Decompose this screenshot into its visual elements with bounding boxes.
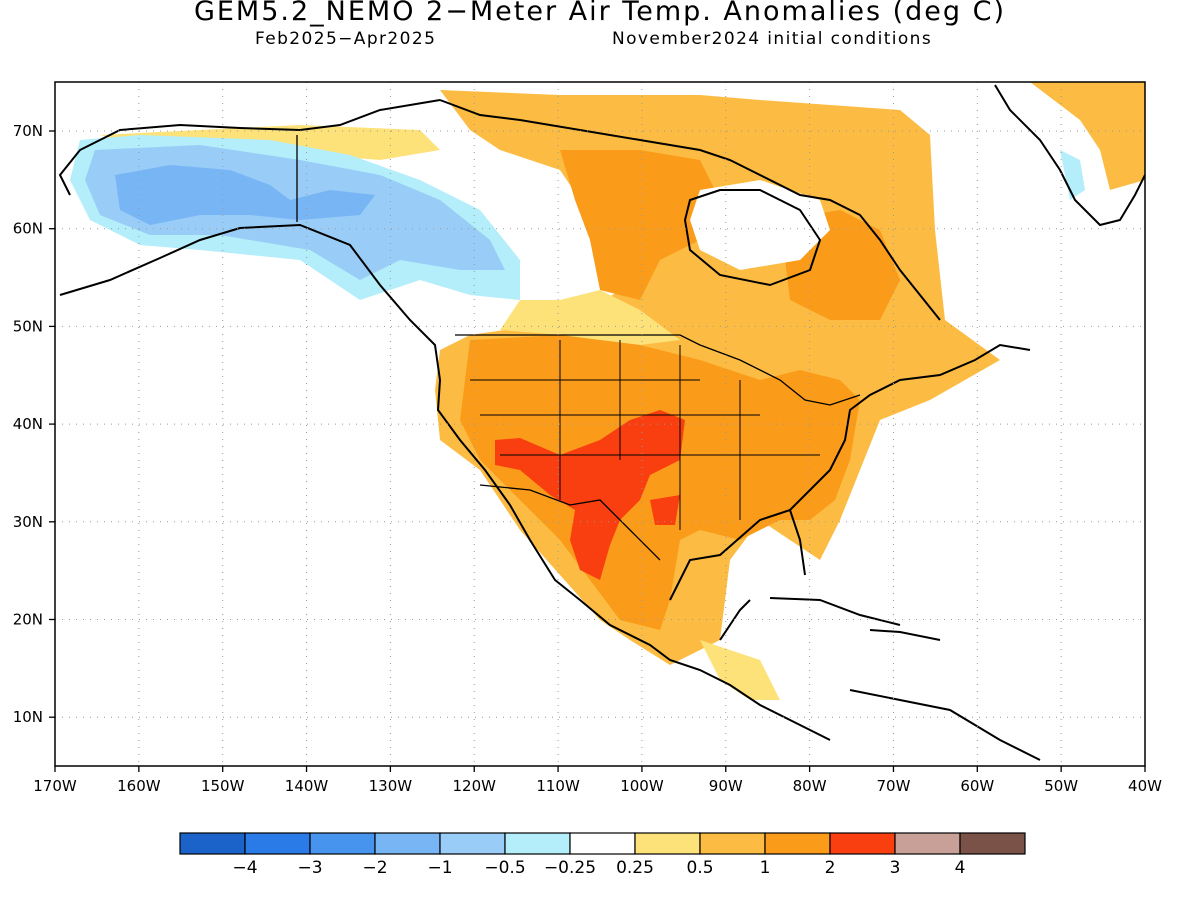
lon-tick-label: 110W: [536, 777, 580, 795]
lat-tick-label: 70N: [13, 122, 43, 140]
lon-tick-label: 120W: [452, 777, 496, 795]
colorbar-swatch: [439, 832, 506, 855]
lat-tick-label: 60N: [13, 220, 43, 238]
colorbar-swatch: [569, 832, 636, 855]
coastline-hudson-bay: [683, 189, 822, 287]
coastline-north-america: [58, 99, 1031, 741]
colorbar-label: −0.5: [484, 858, 525, 878]
lat-tick-label: 10N: [13, 708, 43, 726]
lon-tick-label: 100W: [620, 777, 664, 795]
colorbar-swatch: [504, 832, 571, 855]
anomaly-region-2-3-b: [650, 495, 680, 525]
forecast-period: Feb2025−Apr2025: [255, 29, 437, 49]
colorbar-swatch: [699, 832, 766, 855]
colorbar-label: 0.25: [616, 858, 654, 878]
anomaly-region-greenland: [1030, 82, 1145, 190]
lat-tick-label: 30N: [13, 513, 43, 531]
political-borders: [296, 135, 861, 561]
colorbar-label: −3: [297, 858, 322, 878]
coastline-greenland: [994, 84, 1145, 227]
initial-conditions: November2024 initial conditions: [612, 29, 933, 49]
lon-tick-label: 140W: [285, 777, 329, 795]
colorbar-label: −1: [427, 858, 452, 878]
map-title: GEM5.2_NEMO 2−Meter Air Temp. Anomalies …: [193, 0, 1007, 27]
colorbar-swatch: [309, 832, 376, 855]
lon-tick-label: 40W: [1128, 777, 1162, 795]
coastlines: [58, 84, 1145, 761]
anomaly-region-1-2-north: [560, 150, 720, 300]
lat-tick-label: 40N: [13, 415, 43, 433]
colorbar-label: 1: [760, 858, 771, 878]
colorbar-label: −4: [232, 858, 257, 878]
colorbar-swatch: [374, 832, 441, 855]
colorbar-label: 2: [825, 858, 836, 878]
colorbar-swatch: [634, 832, 701, 855]
axis-ticks: 170W 160W 150W 140W 130W 120W 110W 100W 90W 80W 70…: [13, 122, 1162, 795]
lon-tick-label: 90W: [709, 777, 743, 795]
anomaly-map: [70, 82, 1145, 700]
lon-tick-label: 160W: [117, 777, 161, 795]
us-canada-border: [455, 334, 861, 406]
coastline-caribbean: [769, 597, 1041, 761]
us-mexico-border: [479, 484, 661, 561]
anomaly-region-cold-1: [115, 165, 375, 225]
state-borders: [470, 340, 820, 530]
colorbar-swatch: [829, 832, 896, 855]
lon-tick-label: 50W: [1044, 777, 1078, 795]
colorbar-swatch: [244, 832, 311, 855]
anomaly-region-neutral-hudson: [690, 180, 830, 270]
lon-tick-label: 80W: [793, 777, 827, 795]
colorbar: −4 −3 −2 −1 −0.5 −0.25 0.25 0.5 1 2 3 4: [179, 832, 1026, 878]
colorbar-swatch: [764, 832, 831, 855]
lon-tick-label: 170W: [33, 777, 77, 795]
colorbar-swatch: [959, 832, 1026, 855]
lon-tick-label: 150W: [201, 777, 245, 795]
lat-tick-label: 50N: [13, 317, 43, 335]
anomaly-region-1-2: [460, 335, 860, 630]
colorbar-label: 3: [890, 858, 901, 878]
anomaly-region-2-3: [495, 410, 685, 580]
lat-tick-label: 20N: [13, 611, 43, 629]
anomaly-region-neutral-west: [420, 160, 600, 300]
colorbar-label: −0.25: [544, 858, 596, 878]
lon-tick-label: 130W: [369, 777, 413, 795]
colorbar-label: 0.5: [686, 858, 713, 878]
colorbar-swatch: [179, 832, 246, 855]
lon-tick-label: 70W: [877, 777, 911, 795]
anomaly-region-cold-greenland: [1060, 150, 1085, 200]
anomaly-region-0.25-0.5: [500, 290, 680, 345]
anomaly-region-0.25-0.5-b: [700, 640, 780, 700]
colorbar-label: 4: [955, 858, 966, 878]
colorbar-swatch: [894, 832, 961, 855]
lon-tick-label: 60W: [960, 777, 994, 795]
colorbar-label: −2: [362, 858, 387, 878]
